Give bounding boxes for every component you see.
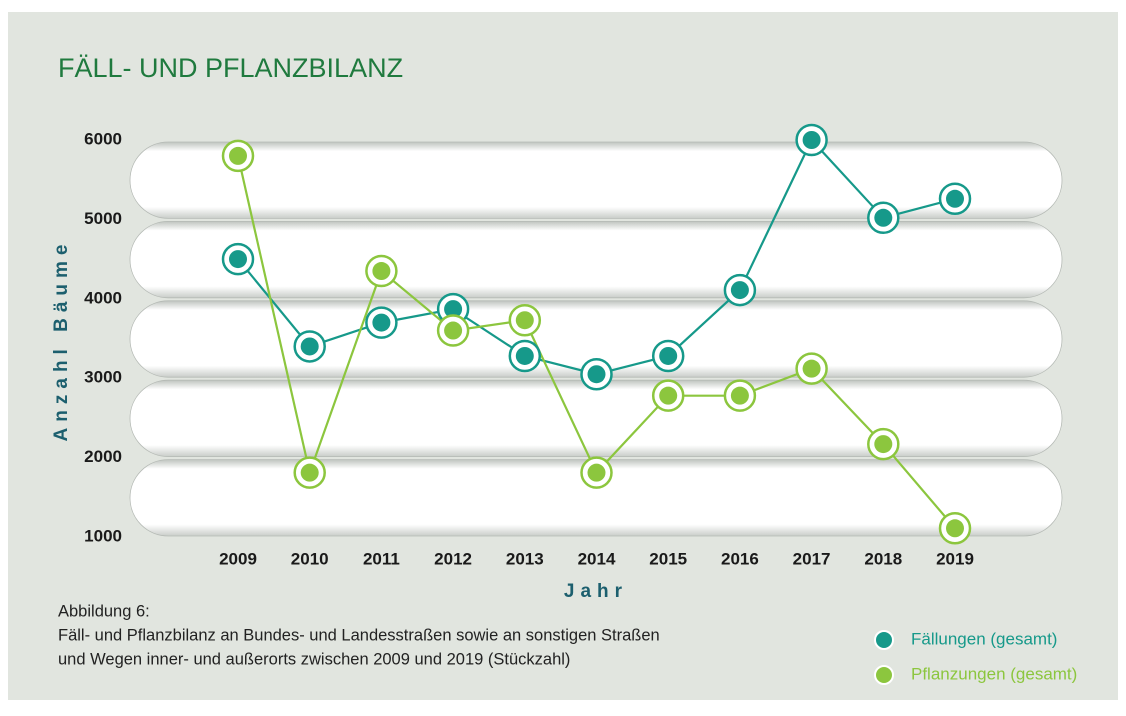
marker [229,250,247,269]
marker [515,346,534,365]
x-tick-label: 2014 [578,549,616,568]
marker [229,146,247,165]
grid-band [129,141,1063,219]
x-tick-label: 2018 [864,549,902,568]
y-tick-label: 1000 [84,526,122,545]
x-tick-label: 2017 [793,549,831,568]
marker [659,346,678,365]
chart-title: FÄLL- UND PFLANZBILANZ [58,53,403,83]
y-tick-label: 4000 [84,288,122,307]
x-tick-label: 2011 [363,549,400,568]
marker [300,463,319,482]
marker [802,359,821,378]
marker [946,189,964,208]
x-tick-label: 2013 [506,549,544,568]
x-tick-label: 2019 [936,549,974,568]
marker [587,463,606,482]
legend-marker [874,630,894,650]
marker [659,386,678,405]
legend-label: Pflanzungen (gesamt) [911,664,1077,683]
caption: Fäll- und Pflanzbilanz an Bundes- und La… [58,626,660,644]
x-tick-label: 2012 [434,549,472,568]
grid-band [129,379,1063,458]
caption: und Wegen inner- und außerorts zwischen … [58,650,570,668]
marker [874,435,893,454]
marker [946,519,964,538]
marker [300,337,319,356]
x-tick-label: 2010 [291,549,329,568]
marker [730,281,749,300]
marker [802,131,821,149]
marker [874,208,893,227]
legend-marker [874,665,894,685]
marker [372,262,391,281]
caption: Abbildung 6: [58,602,150,620]
y-tick-label: 2000 [84,447,122,466]
marker [587,365,606,384]
x-tick-label: 2015 [649,549,687,568]
x-axis-label: Jahr [564,581,628,602]
marker [444,321,463,340]
x-tick-label: 2016 [721,549,759,568]
legend-label: Fällungen (gesamt) [911,629,1057,648]
y-axis-label: Anzahl Bäume [51,239,72,442]
marker [372,313,391,332]
grid-band [129,220,1063,299]
y-tick-label: 3000 [84,368,122,387]
marker [730,386,749,405]
y-tick-label: 6000 [84,129,122,148]
marker [444,300,463,319]
marker [515,311,534,330]
x-tick-label: 2009 [219,549,257,568]
y-tick-label: 5000 [84,209,122,228]
